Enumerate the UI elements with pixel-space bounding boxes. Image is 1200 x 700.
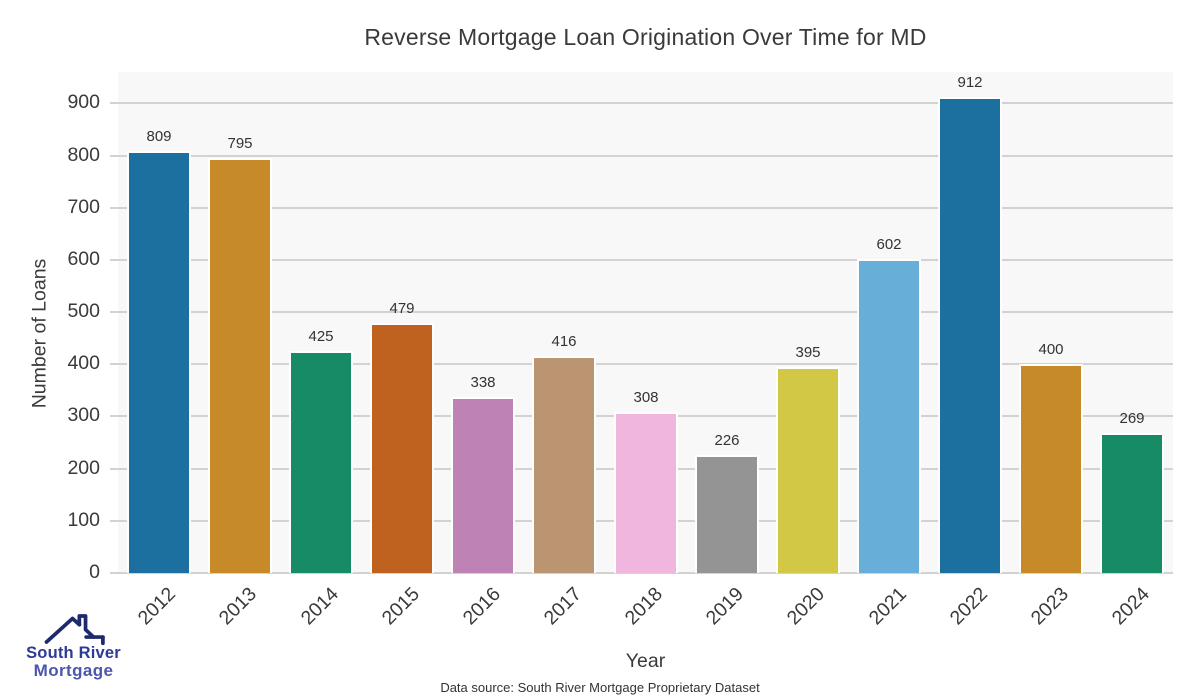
y-tick-label-400: 400: [67, 352, 100, 375]
bar-2016: [451, 397, 515, 573]
bar-2024: [1100, 433, 1164, 573]
x-tick-label-2018: 2018: [620, 583, 668, 630]
x-tick-label-2022: 2022: [945, 583, 992, 630]
bar-2013: [208, 158, 272, 573]
y-tick-mark-0: [110, 572, 118, 574]
y-tick-mark-200: [110, 467, 118, 470]
bar-2018: [614, 412, 678, 573]
y-tick-mark-700: [110, 206, 118, 209]
y-tick-mark-600: [110, 258, 118, 261]
bar-2020: [776, 367, 840, 573]
house-roof-icon: [44, 614, 105, 646]
x-tick-label-2024: 2024: [1107, 583, 1154, 630]
bar-value-label-2019: 226: [714, 432, 740, 449]
gridline-y-800: [118, 154, 1173, 157]
bar-value-label-2018: 308: [633, 389, 659, 406]
y-tick-mark-300: [110, 415, 118, 418]
gridline-y-400: [118, 363, 1173, 366]
gridline-y-700: [118, 206, 1173, 209]
bar-2012: [127, 151, 191, 573]
y-tick-label-900: 900: [67, 91, 100, 114]
bar-value-label-2016: 338: [470, 374, 496, 391]
x-tick-label-2023: 2023: [1026, 583, 1073, 630]
bar-value-label-2012: 809: [146, 128, 172, 145]
y-tick-label-200: 200: [67, 456, 100, 479]
bar-value-label-2014: 425: [308, 328, 334, 345]
y-tick-mark-400: [110, 363, 118, 366]
gridline-y-900: [118, 102, 1173, 105]
y-tick-mark-100: [110, 519, 118, 522]
bar-value-label-2021: 602: [876, 236, 902, 253]
gridline-y-0: [118, 572, 1173, 574]
y-tick-label-500: 500: [67, 300, 100, 323]
bar-value-label-2015: 479: [389, 300, 415, 317]
gridline-y-600: [118, 258, 1173, 261]
bar-value-label-2017: 416: [551, 333, 577, 350]
bar-2015: [370, 323, 434, 573]
logo-text-south-river: South River: [26, 644, 121, 662]
data-source-note: Data source: South River Mortgage Propri…: [440, 680, 760, 695]
x-tick-label-2020: 2020: [783, 583, 830, 630]
x-tick-label-2021: 2021: [864, 583, 911, 630]
bar-value-label-2023: 400: [1038, 341, 1064, 358]
bar-2021: [857, 259, 921, 573]
bar-2014: [289, 351, 353, 573]
bar-value-label-2024: 269: [1119, 410, 1145, 427]
y-tick-label-0: 0: [89, 561, 100, 583]
y-tick-mark-500: [110, 311, 118, 314]
x-tick-label-2012: 2012: [133, 583, 181, 630]
bar-value-label-2022: 912: [957, 74, 983, 91]
y-tick-label-600: 600: [67, 247, 100, 270]
y-tick-label-700: 700: [67, 195, 100, 218]
plot-area: 809 795 425 479 338 416 308 226 395 602 912 400 269: [118, 72, 1173, 574]
x-tick-label-2016: 2016: [458, 583, 505, 630]
bar-2019: [695, 455, 759, 573]
x-tick-label-2017: 2017: [539, 583, 586, 630]
bar-2023: [1019, 364, 1083, 573]
south-river-mortgage-logo: South River Mortgage: [16, 612, 131, 681]
bar-2022: [938, 97, 1002, 573]
gridline-y-500: [118, 311, 1173, 314]
x-tick-label-2015: 2015: [377, 583, 424, 630]
chart-title: Reverse Mortgage Loan Origination Over T…: [364, 24, 927, 50]
y-tick-mark-900: [110, 102, 118, 105]
x-tick-label-2014: 2014: [296, 583, 343, 630]
bar-2017: [532, 356, 596, 573]
y-tick-mark-800: [110, 154, 118, 157]
x-tick-label-2019: 2019: [701, 583, 749, 630]
bar-value-label-2020: 395: [795, 344, 821, 361]
logo-text-mortgage: Mortgage: [33, 661, 114, 681]
x-axis-label: Year: [625, 650, 666, 672]
y-tick-label-100: 100: [67, 508, 100, 531]
y-axis-label: Number of Loans: [28, 258, 51, 409]
x-tick-label-2013: 2013: [215, 583, 262, 630]
y-tick-label-800: 800: [67, 143, 100, 166]
bar-value-label-2013: 795: [227, 135, 253, 152]
y-tick-label-300: 300: [67, 404, 100, 427]
